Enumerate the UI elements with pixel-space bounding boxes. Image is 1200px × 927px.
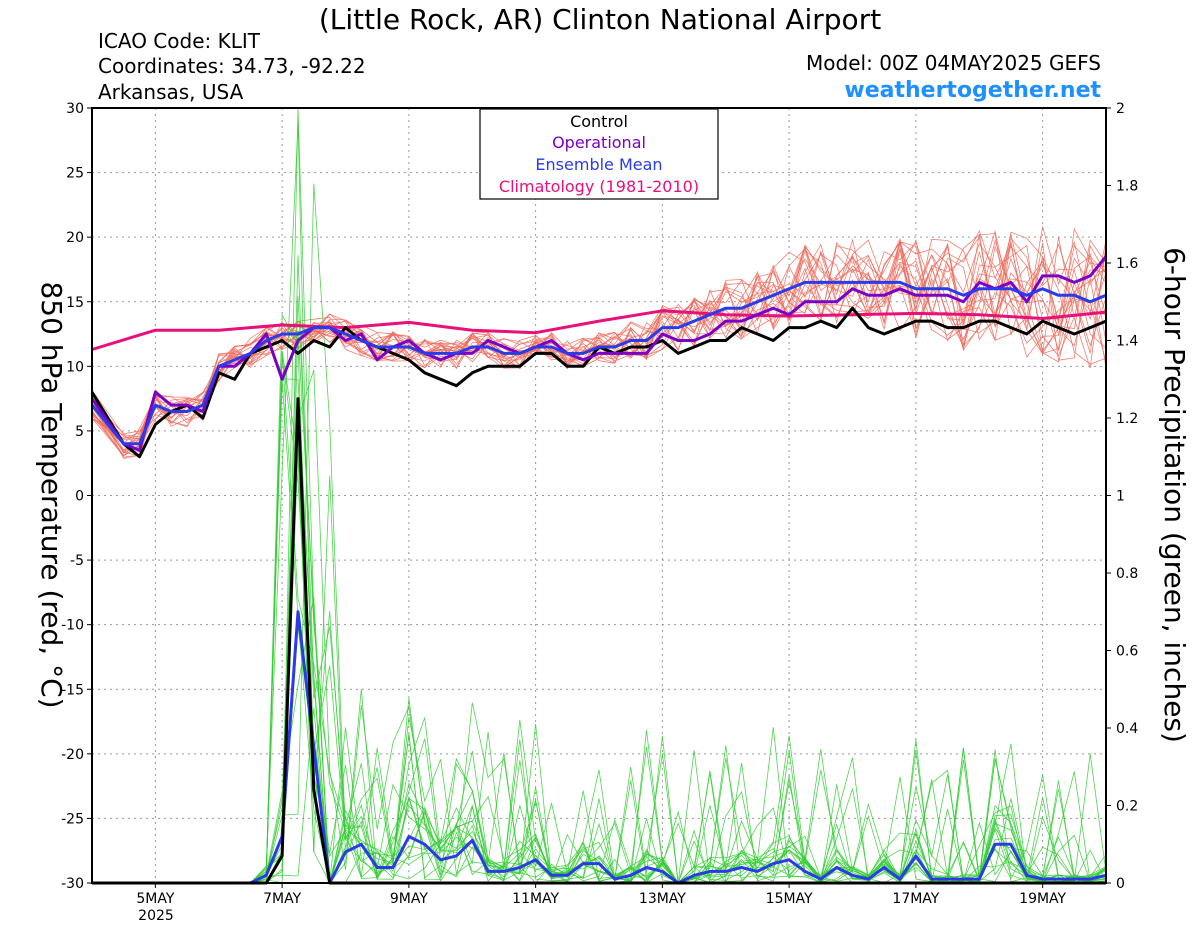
temp-ensemble-mean-line bbox=[90, 280, 1107, 446]
y2-tick-label: 1.8 bbox=[1116, 179, 1138, 195]
y2-tick-label: 1.4 bbox=[1116, 334, 1138, 350]
y-tick-label: -10 bbox=[61, 618, 84, 634]
y-tick-label: 30 bbox=[66, 101, 84, 117]
y-tick-label: 10 bbox=[66, 359, 84, 375]
temp-member-line bbox=[91, 243, 1107, 438]
right-axis-ticks: 2 1.8 1.6 1.4 1.2 1 0.8 0.6 0.4 0.2 0 bbox=[1106, 101, 1138, 892]
y-tick-label: 20 bbox=[66, 230, 84, 246]
y-tick-label: -5 bbox=[70, 553, 84, 569]
chart-title: (Little Rock, AR) Clinton National Airpo… bbox=[319, 3, 881, 36]
y2-tick-label: 0.8 bbox=[1116, 566, 1138, 582]
x-tick-label: 19MAY bbox=[1019, 891, 1066, 907]
model-run: Model: 00Z 04MAY2025 GEFS bbox=[806, 51, 1101, 75]
x-tick-label: 9MAY bbox=[390, 891, 428, 907]
y2-tick-label: 0 bbox=[1116, 876, 1125, 892]
y2-tick-label: 0.6 bbox=[1116, 644, 1138, 660]
region: Arkansas, USA bbox=[98, 80, 244, 104]
y-tick-label: -25 bbox=[61, 811, 84, 827]
legend-box bbox=[479, 108, 719, 200]
x-tick-label: 7MAY bbox=[263, 891, 301, 907]
climatology-line bbox=[91, 309, 1107, 351]
y2-tick-label: 0.2 bbox=[1116, 799, 1138, 815]
grid-lines bbox=[92, 108, 1106, 883]
y-tick-label: 15 bbox=[66, 295, 84, 311]
site-name: weathertogether.net bbox=[844, 78, 1101, 103]
temp-member-line bbox=[91, 233, 1107, 453]
legend-climatology: Climatology (1981-2010) bbox=[499, 177, 699, 196]
precip-member-line bbox=[92, 435, 1107, 884]
y-tick-label: 5 bbox=[75, 424, 84, 440]
year-label: 2025 bbox=[138, 908, 174, 924]
legend-operational: Operational bbox=[552, 133, 646, 152]
y2-axis-label: 6-hour Precipitation (green, inches) bbox=[1158, 247, 1191, 743]
precip-member-line bbox=[92, 369, 1107, 884]
x-axis-ticks: 5MAY 7MAY 9MAY 11MAY 13MAY 15MAY 17MAY 19MAY bbox=[136, 883, 1067, 907]
coordinates: Coordinates: 34.73, -92.22 bbox=[98, 54, 366, 78]
x-tick-label: 13MAY bbox=[639, 891, 686, 907]
y-axis-label: 850 hPa Temperature (red, °C) bbox=[35, 281, 68, 708]
temp-member-line bbox=[91, 230, 1107, 439]
legend: Control Operational Ensemble Mean Climat… bbox=[479, 108, 719, 200]
legend-control: Control bbox=[570, 112, 628, 131]
y2-tick-label: 2 bbox=[1116, 101, 1125, 117]
precip-member-line bbox=[92, 350, 1107, 884]
y-tick-label: 25 bbox=[66, 166, 84, 182]
y2-tick-label: 1 bbox=[1116, 489, 1125, 505]
y2-tick-label: 1.6 bbox=[1116, 256, 1138, 272]
precip-member-line bbox=[92, 378, 1107, 884]
y-tick-label: 0 bbox=[75, 489, 84, 505]
x-tick-label: 17MAY bbox=[892, 891, 939, 907]
y-tick-label: -20 bbox=[61, 747, 84, 763]
y2-tick-label: 0.4 bbox=[1116, 721, 1138, 737]
temp-operational-line bbox=[90, 255, 1108, 452]
temp-member-line bbox=[91, 242, 1107, 457]
y-tick-label: -15 bbox=[61, 682, 84, 698]
precip-member-line bbox=[92, 627, 1107, 884]
legend-ensemble-mean: Ensemble Mean bbox=[535, 155, 662, 174]
x-tick-label: 11MAY bbox=[512, 891, 559, 907]
temp-control-line bbox=[90, 306, 1107, 459]
y2-tick-label: 1.2 bbox=[1116, 411, 1138, 427]
x-tick-label: 5MAY bbox=[136, 891, 174, 907]
left-axis-ticks: 30 25 20 15 10 5 0 -5 -10 -15 -20 -25 -30 bbox=[61, 101, 92, 892]
temp-member-line bbox=[91, 241, 1107, 440]
y-tick-label: -30 bbox=[61, 876, 84, 892]
x-tick-label: 15MAY bbox=[766, 891, 813, 907]
icao-code: ICAO Code: KLIT bbox=[98, 29, 261, 53]
